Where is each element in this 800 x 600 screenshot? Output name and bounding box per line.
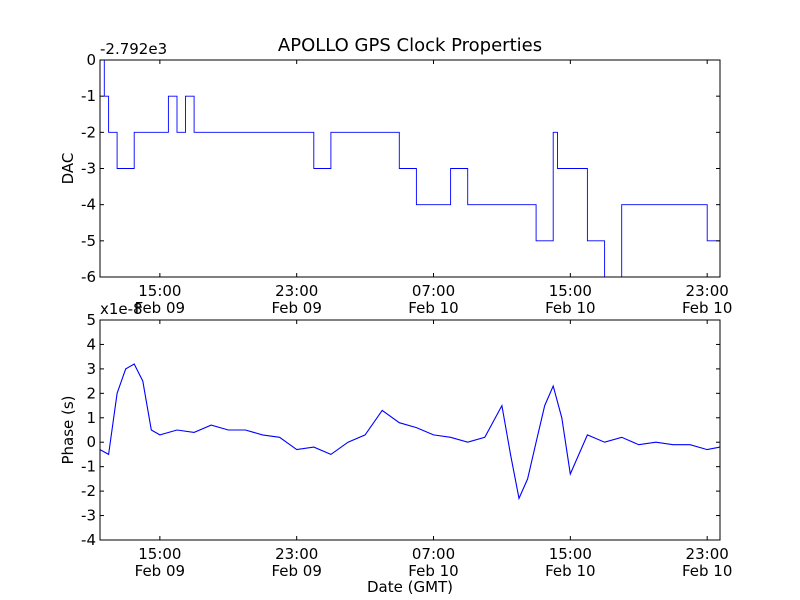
phase-y-tick-label: 2 [86, 384, 96, 402]
dac-x-tick-label-time: 23:00 [686, 282, 729, 300]
phase-x-tick-label-time: 23:00 [686, 545, 729, 563]
phase-axes-frame [99, 319, 721, 541]
phase-y-tick-label: -4 [81, 531, 96, 549]
dac-x-tick-label-date: Feb 10 [682, 299, 732, 317]
phase-y-tick-label: 1 [86, 409, 96, 427]
phase-x-tick-label-date: Feb 10 [408, 562, 458, 580]
dac-x-tick-label-time: 15:00 [549, 282, 592, 300]
phase-series-line [99, 363, 721, 501]
phase-x-tick-label-time: 15:00 [549, 545, 592, 563]
dac-series-line [100, 59, 720, 278]
phase-y-axis-label: Phase (s) [59, 395, 77, 464]
phase-offset-text: x1e-8 [100, 300, 143, 318]
dac-x-tick-label-date: Feb 09 [135, 299, 185, 317]
phase-x-tick-label-time: 15:00 [138, 545, 181, 563]
dac-x-tick-label-time: 23:00 [275, 282, 318, 300]
phase-y-tick-label: 4 [86, 335, 96, 353]
dac-y-tick-label: -5 [81, 232, 96, 250]
dac-y-tick-label: 0 [86, 51, 96, 69]
dac-plot-area [100, 59, 720, 278]
dac-y-tick-label: -1 [81, 87, 96, 105]
dac-y-tick-label: -6 [81, 268, 96, 286]
phase-x-tick-label-date: Feb 10 [545, 562, 595, 580]
dac-y-tick-label: -2 [81, 123, 96, 141]
dac-x-tick-label-time: 15:00 [138, 282, 181, 300]
phase-y-tick-label: -3 [81, 507, 96, 525]
phase-plot-area [99, 363, 721, 501]
phase-y-tick-label: -1 [81, 458, 96, 476]
phase-y-tick-label: -2 [81, 482, 96, 500]
dac-y-tick-label: -4 [81, 196, 96, 214]
figure-title: APOLLO GPS Clock Properties [278, 35, 542, 56]
phase-y-tick-label: 3 [86, 360, 96, 378]
phase-x-tick-label-date: Feb 09 [271, 562, 321, 580]
dac-y-axis-label: DAC [59, 153, 77, 185]
dac-x-tick-label-time: 07:00 [412, 282, 455, 300]
phase-x-tick-label-time: 07:00 [412, 545, 455, 563]
phase-x-axis-label: Date (GMT) [367, 578, 453, 596]
phase-x-tick-label-date: Feb 09 [135, 562, 185, 580]
dac-offset-text: -2.792e3 [100, 40, 167, 58]
dac-x-tick-label-date: Feb 10 [408, 299, 458, 317]
dac-x-tick-label-date: Feb 09 [271, 299, 321, 317]
dac-x-tick-label-date: Feb 10 [545, 299, 595, 317]
phase-y-tick-label: 5 [86, 311, 96, 329]
phase-x-tick-label-date: Feb 10 [682, 562, 732, 580]
phase-x-tick-label-time: 23:00 [275, 545, 318, 563]
phase-y-tick-label: 0 [86, 433, 96, 451]
dac-y-tick-label: -3 [81, 160, 96, 178]
